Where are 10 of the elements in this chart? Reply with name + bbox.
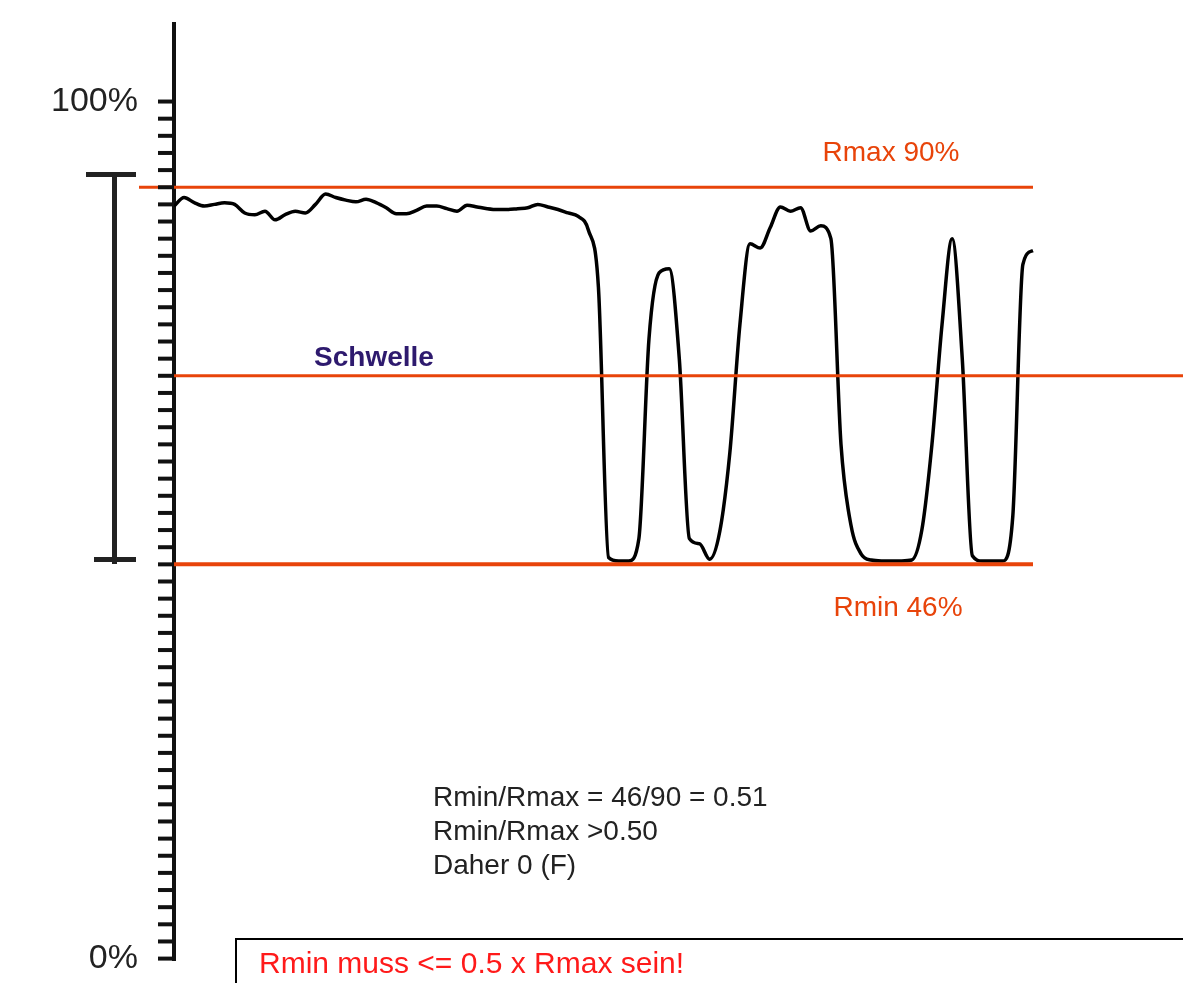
ref-line-label: Rmax 90% [822, 135, 960, 167]
ref-line-label: Schwelle [314, 340, 434, 372]
annotation: Rmin/Rmax >0.50 [433, 814, 658, 848]
annotation: Daher 0 (F) [433, 848, 577, 882]
annotation: Rmin muss <= 0.5 x Rmax sein! [259, 946, 685, 980]
y-tick-label: 0% [88, 936, 138, 975]
annotation: Rmin/Rmax = 46/90 = 0.51 [433, 780, 768, 814]
line-series [172, 192, 1035, 563]
ref-line-label: Rmin 46% [833, 591, 963, 623]
y-tick-label: 100% [51, 79, 138, 118]
